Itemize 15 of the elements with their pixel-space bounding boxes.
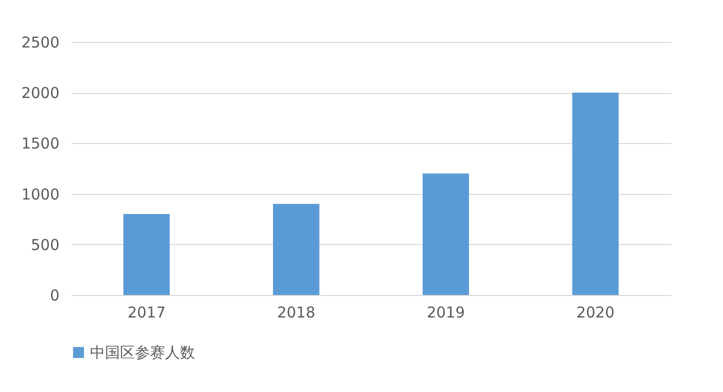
bar xyxy=(123,214,170,295)
bar xyxy=(572,92,619,295)
y-tick-label: 2500 xyxy=(21,34,60,52)
x-tick-label: 2020 xyxy=(576,304,615,322)
y-tick-label: 2000 xyxy=(21,84,60,102)
y-tick-label: 1500 xyxy=(21,134,60,153)
x-tick-label: 2017 xyxy=(127,304,166,322)
y-tick-label: 500 xyxy=(30,236,60,254)
bar xyxy=(422,174,470,295)
legend-label: 中国区参赛人数 xyxy=(90,344,195,362)
bar xyxy=(272,204,320,295)
y-tick-label: 1000 xyxy=(21,185,60,204)
y-tick-label: 0 xyxy=(50,286,60,304)
x-tick-label: 2019 xyxy=(426,304,465,322)
x-tick-label: 2018 xyxy=(277,304,316,322)
